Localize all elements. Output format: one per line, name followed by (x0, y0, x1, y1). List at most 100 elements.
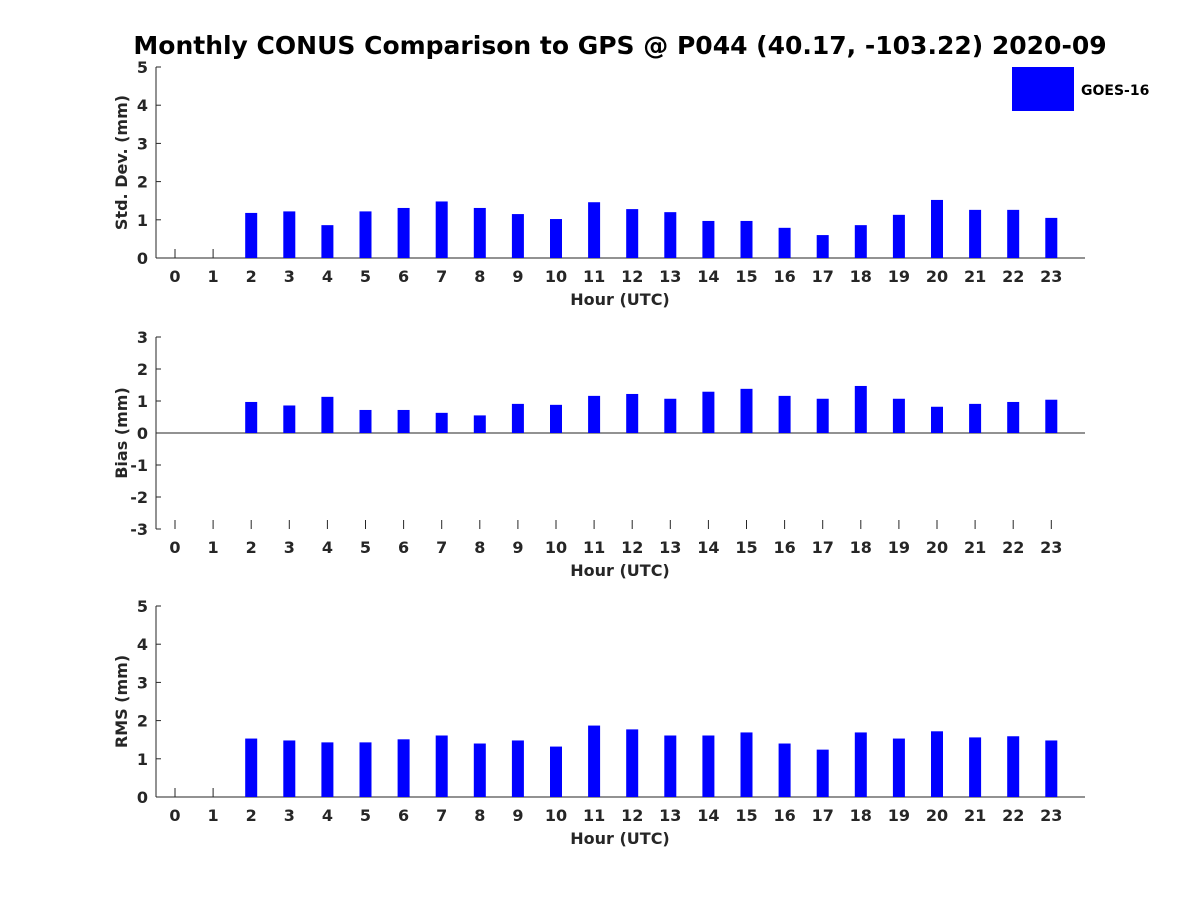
bar-hour-20 (931, 406, 943, 433)
bar-hour-18 (854, 385, 867, 433)
bar-hour-23 (1045, 217, 1058, 258)
bar-hour-13 (664, 212, 677, 258)
bar-hour-16 (778, 743, 791, 797)
x-tick-label: 3 (284, 806, 295, 825)
bar-hour-2 (245, 738, 258, 797)
bar-hour-22 (1007, 736, 1020, 797)
bar-hour-8 (473, 207, 486, 258)
y-axis-label: Std. Dev. (mm) (112, 95, 131, 230)
bar-hour-21 (969, 209, 982, 258)
bar-hour-11 (588, 395, 601, 433)
y-tick-label: -2 (130, 488, 148, 507)
x-tick-label: 6 (398, 806, 409, 825)
x-tick-label: 23 (1040, 538, 1062, 557)
bar-hour-19 (892, 738, 905, 797)
x-tick-label: 13 (659, 267, 681, 286)
y-axis-label: Bias (mm) (112, 387, 131, 479)
y-tick-label: 5 (137, 597, 148, 616)
y-tick-label: 3 (137, 134, 148, 153)
x-tick-label: 18 (850, 806, 872, 825)
bar-hour-14 (702, 391, 715, 433)
x-tick-label: 14 (697, 806, 719, 825)
x-tick-label: 15 (735, 806, 757, 825)
bar-hour-12 (626, 393, 639, 433)
x-tick-label: 2 (246, 806, 257, 825)
x-tick-label: 15 (735, 267, 757, 286)
bar-hour-3 (283, 405, 296, 433)
bar-hour-7 (435, 201, 448, 258)
x-tick-label: 4 (322, 538, 333, 557)
bar-hour-5 (359, 409, 372, 433)
bar-hour-21 (969, 737, 982, 797)
y-tick-label: 4 (137, 96, 148, 115)
y-tick-label: 4 (137, 635, 148, 654)
bar-hour-19 (892, 398, 905, 433)
x-tick-label: 21 (964, 267, 986, 286)
bar-hour-13 (664, 735, 677, 797)
bar-hour-11 (588, 725, 601, 797)
bar-hour-15 (740, 732, 753, 797)
bar-hour-20 (931, 199, 943, 258)
x-tick-label: 10 (545, 538, 567, 557)
bar-hour-7 (435, 735, 448, 797)
x-tick-label: 1 (208, 538, 219, 557)
x-tick-label: 19 (888, 538, 910, 557)
bar-hour-23 (1045, 399, 1058, 433)
x-tick-label: 2 (246, 267, 257, 286)
bar-hour-12 (626, 729, 639, 797)
bar-hour-9 (511, 740, 524, 797)
y-tick-label: 2 (137, 173, 148, 192)
x-tick-label: 0 (169, 806, 180, 825)
x-tick-label: 13 (659, 806, 681, 825)
x-tick-label: 16 (773, 267, 795, 286)
x-tick-label: 23 (1040, 806, 1062, 825)
bar-hour-5 (359, 742, 372, 797)
x-tick-label: 8 (474, 267, 485, 286)
x-tick-label: 0 (169, 267, 180, 286)
bar-hour-2 (245, 401, 258, 433)
x-tick-label: 0 (169, 538, 180, 557)
x-tick-label: 9 (512, 267, 523, 286)
bar-hour-11 (588, 202, 601, 258)
y-tick-label: -1 (130, 456, 148, 475)
bar-hour-18 (854, 732, 867, 797)
x-tick-label: 10 (545, 267, 567, 286)
chart-title: Monthly CONUS Comparison to GPS @ P044 (… (133, 31, 1106, 60)
bar-hour-3 (283, 211, 296, 258)
legend-label-goes-16: GOES-16 (1081, 83, 1149, 99)
bar-hour-4 (321, 742, 334, 797)
x-tick-label: 18 (850, 267, 872, 286)
x-tick-label: 7 (436, 267, 447, 286)
bar-hour-19 (892, 214, 905, 258)
x-tick-label: 23 (1040, 267, 1062, 286)
x-axis-label: Hour (UTC) (570, 561, 670, 580)
x-tick-label: 9 (512, 538, 523, 557)
x-tick-label: 16 (773, 806, 795, 825)
x-tick-label: 11 (583, 806, 605, 825)
x-tick-label: 8 (474, 806, 485, 825)
y-tick-label: 5 (137, 58, 148, 77)
bar-hour-8 (473, 415, 486, 433)
x-tick-label: 15 (735, 538, 757, 557)
x-tick-label: 11 (583, 538, 605, 557)
bar-hour-16 (778, 395, 791, 433)
bar-hour-17 (816, 749, 829, 797)
x-tick-label: 19 (888, 806, 910, 825)
y-tick-label: 2 (137, 712, 148, 731)
x-tick-label: 17 (812, 538, 834, 557)
bar-hour-4 (321, 225, 334, 258)
bar-hour-6 (397, 409, 410, 433)
x-tick-label: 11 (583, 267, 605, 286)
legend: GOES-16 (1012, 67, 1149, 111)
x-tick-label: 6 (398, 538, 409, 557)
x-axis-label: Hour (UTC) (570, 829, 670, 848)
x-tick-label: 12 (621, 267, 643, 286)
bar-hour-5 (359, 211, 372, 258)
bar-hour-13 (664, 398, 677, 433)
x-tick-label: 18 (850, 538, 872, 557)
bar-hour-10 (550, 746, 562, 797)
x-tick-label: 3 (284, 267, 295, 286)
x-tick-label: 20 (926, 267, 948, 286)
